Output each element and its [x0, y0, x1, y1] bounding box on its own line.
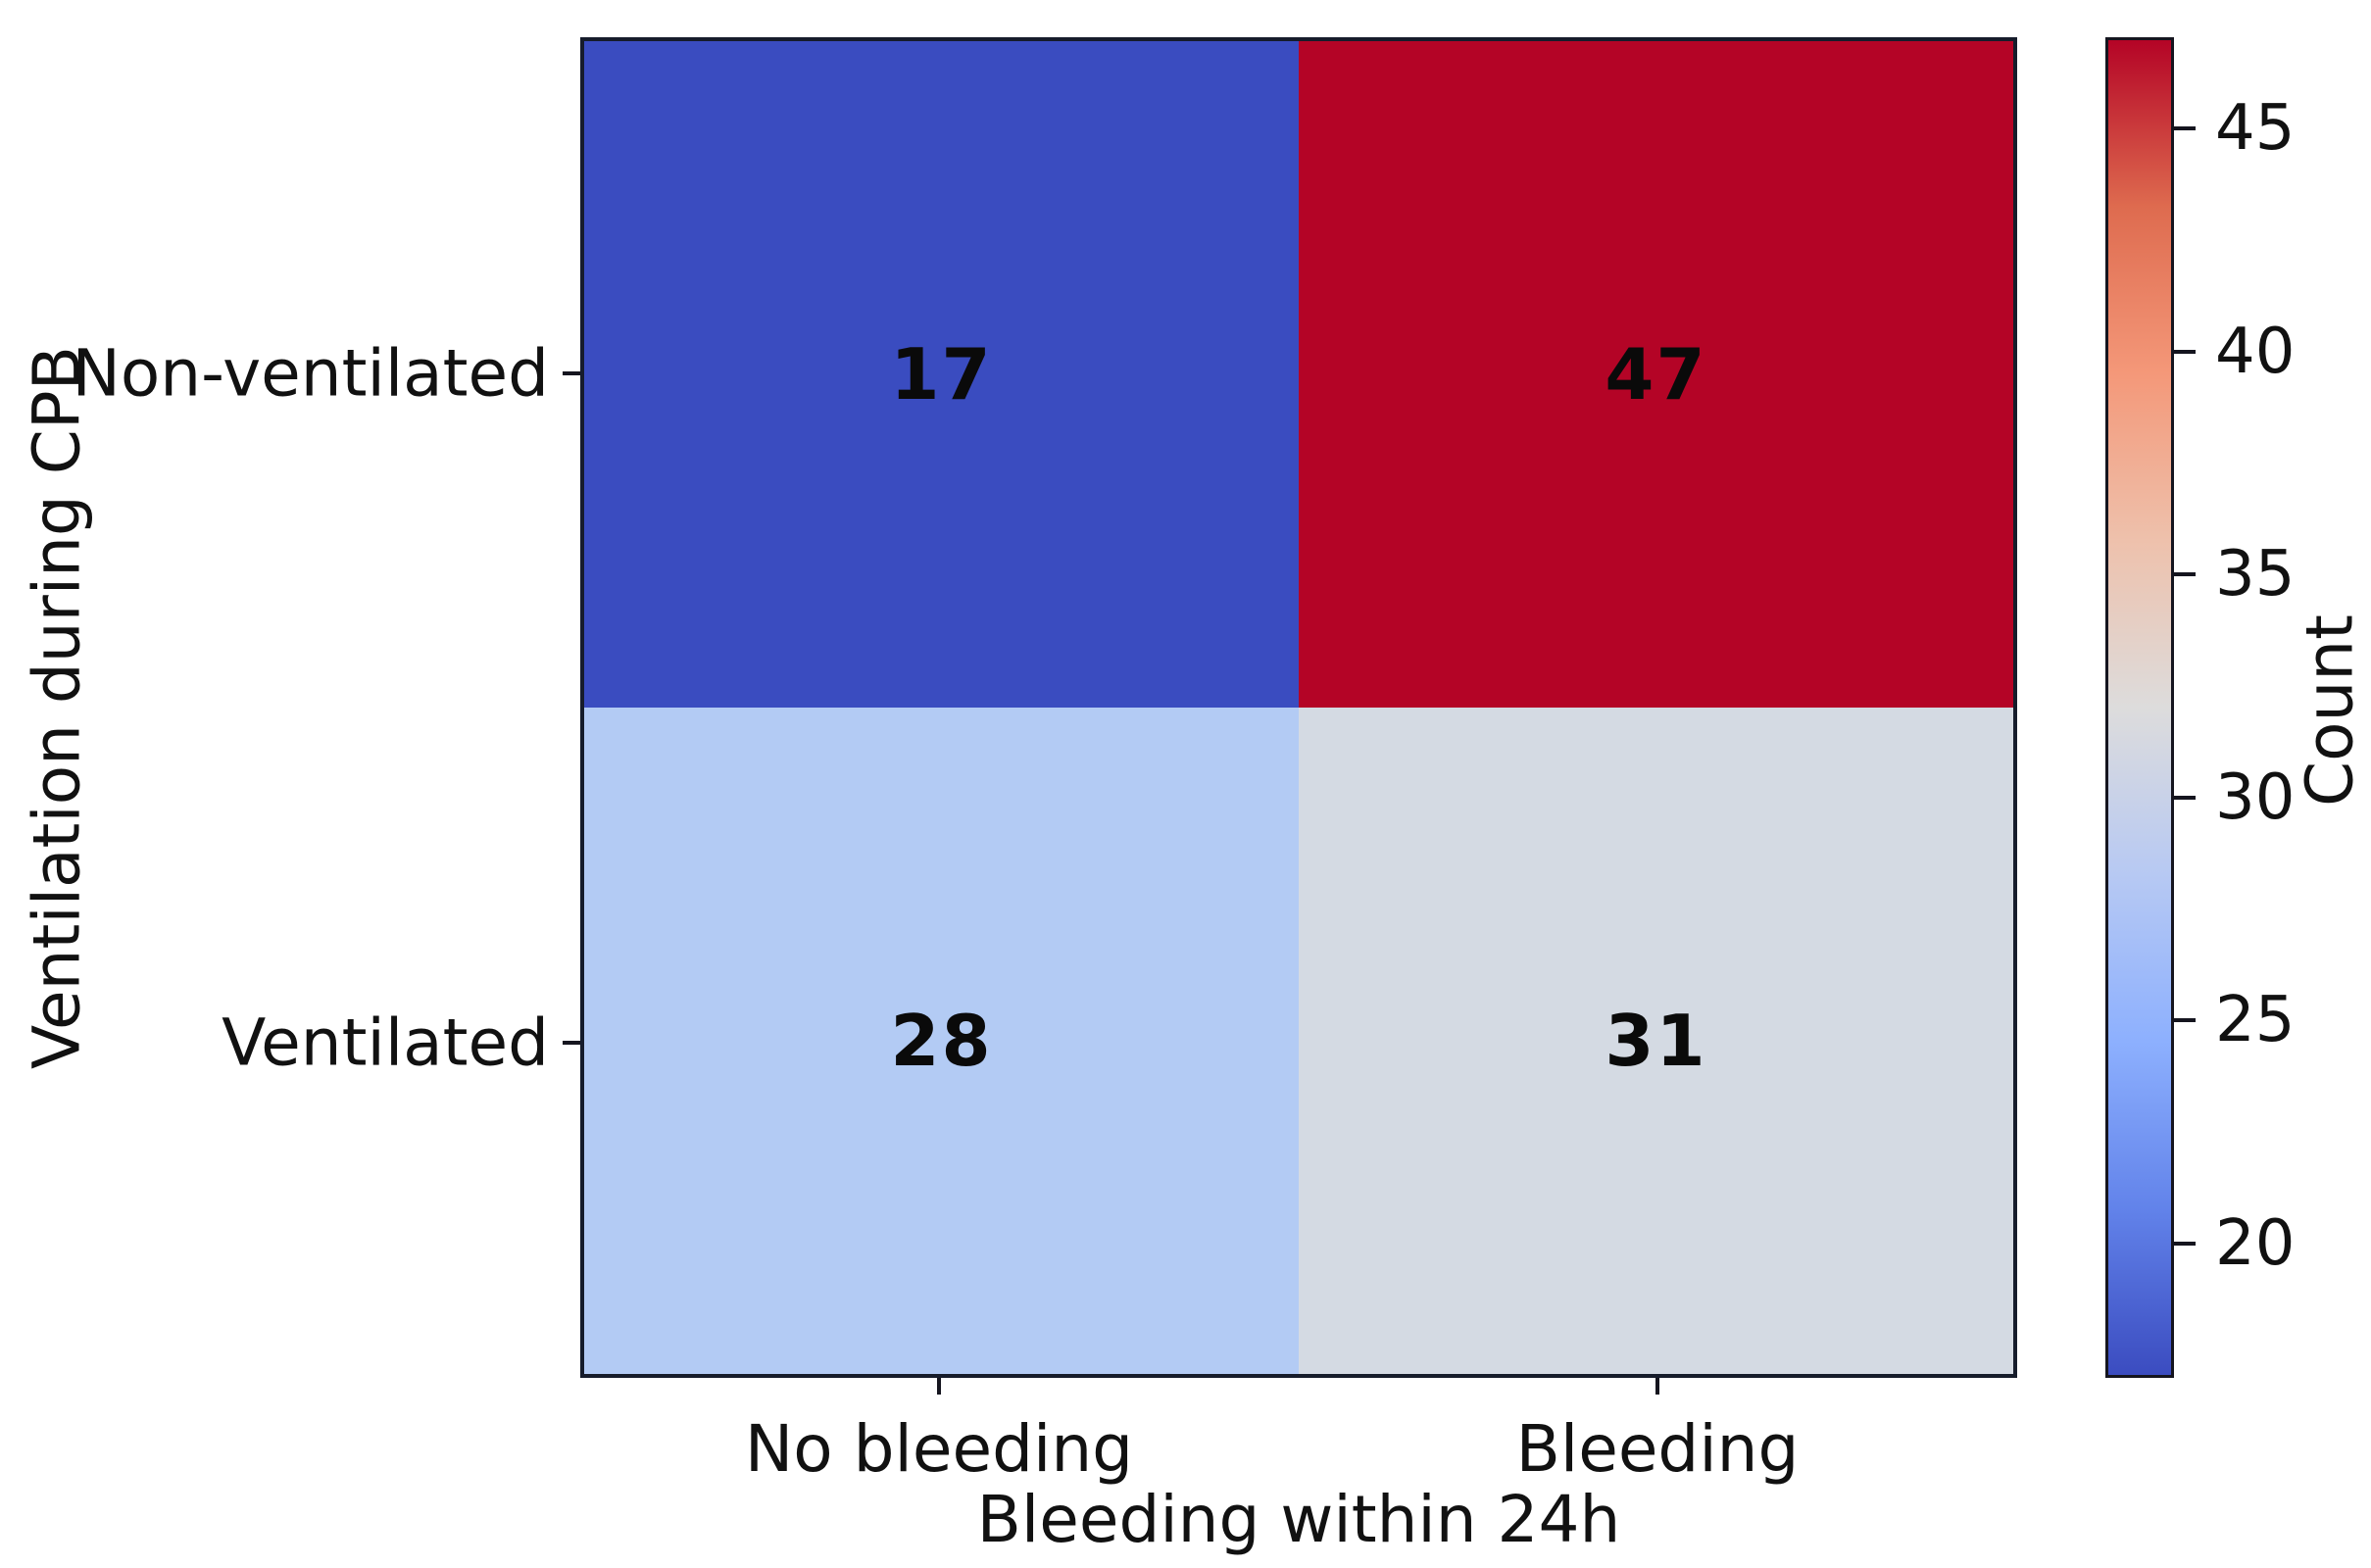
y-tick-mark	[563, 1041, 580, 1045]
colorbar-title: Count	[2292, 613, 2368, 808]
colorbar-tick-label-40: 40	[2215, 316, 2296, 388]
colorbar-tick-label-45: 45	[2215, 92, 2296, 165]
heatmap-cell-ventilated-nobleeding: 28	[584, 708, 1299, 1374]
colorbar-tick-mark	[2174, 1242, 2196, 1246]
heatmap-cell-nonventilated-bleeding: 47	[1299, 41, 2013, 708]
x-tick-label-bleeding: Bleeding	[1515, 1411, 1800, 1487]
colorbar-tick-label-25: 25	[2215, 984, 2296, 1056]
cell-value: 31	[1605, 1000, 1707, 1082]
cell-value: 28	[890, 1000, 993, 1082]
x-tick-label-no-bleeding: No bleeding	[744, 1411, 1134, 1487]
colorbar-tick-mark	[2174, 1018, 2196, 1022]
colorbar-tick-label-35: 35	[2215, 538, 2296, 611]
cell-value: 17	[890, 333, 993, 416]
x-tick-mark	[1655, 1378, 1659, 1395]
x-axis-title: Bleeding within 24h	[976, 1482, 1621, 1557]
y-tick-label-ventilated: Ventilated	[222, 1004, 549, 1081]
cell-value: 47	[1605, 333, 1707, 416]
colorbar-tick-mark	[2174, 572, 2196, 576]
heatmap-cell-ventilated-bleeding: 31	[1299, 708, 2013, 1374]
colorbar	[2105, 37, 2174, 1378]
colorbar-tick-mark	[2174, 350, 2196, 354]
y-tick-mark	[563, 371, 580, 375]
colorbar-tick-mark	[2174, 796, 2196, 800]
x-tick-mark	[937, 1378, 941, 1395]
y-axis-title: Ventilation during CPB	[19, 346, 95, 1069]
heatmap-cell-nonventilated-nobleeding: 17	[584, 41, 1299, 708]
y-tick-label-non-ventilated: Non-ventilated	[72, 335, 550, 412]
colorbar-tick-label-30: 30	[2215, 761, 2296, 834]
colorbar-tick-mark	[2174, 126, 2196, 130]
heatmap-plot: 17 47 28 31	[580, 37, 2017, 1378]
colorbar-tick-label-20: 20	[2215, 1207, 2296, 1280]
